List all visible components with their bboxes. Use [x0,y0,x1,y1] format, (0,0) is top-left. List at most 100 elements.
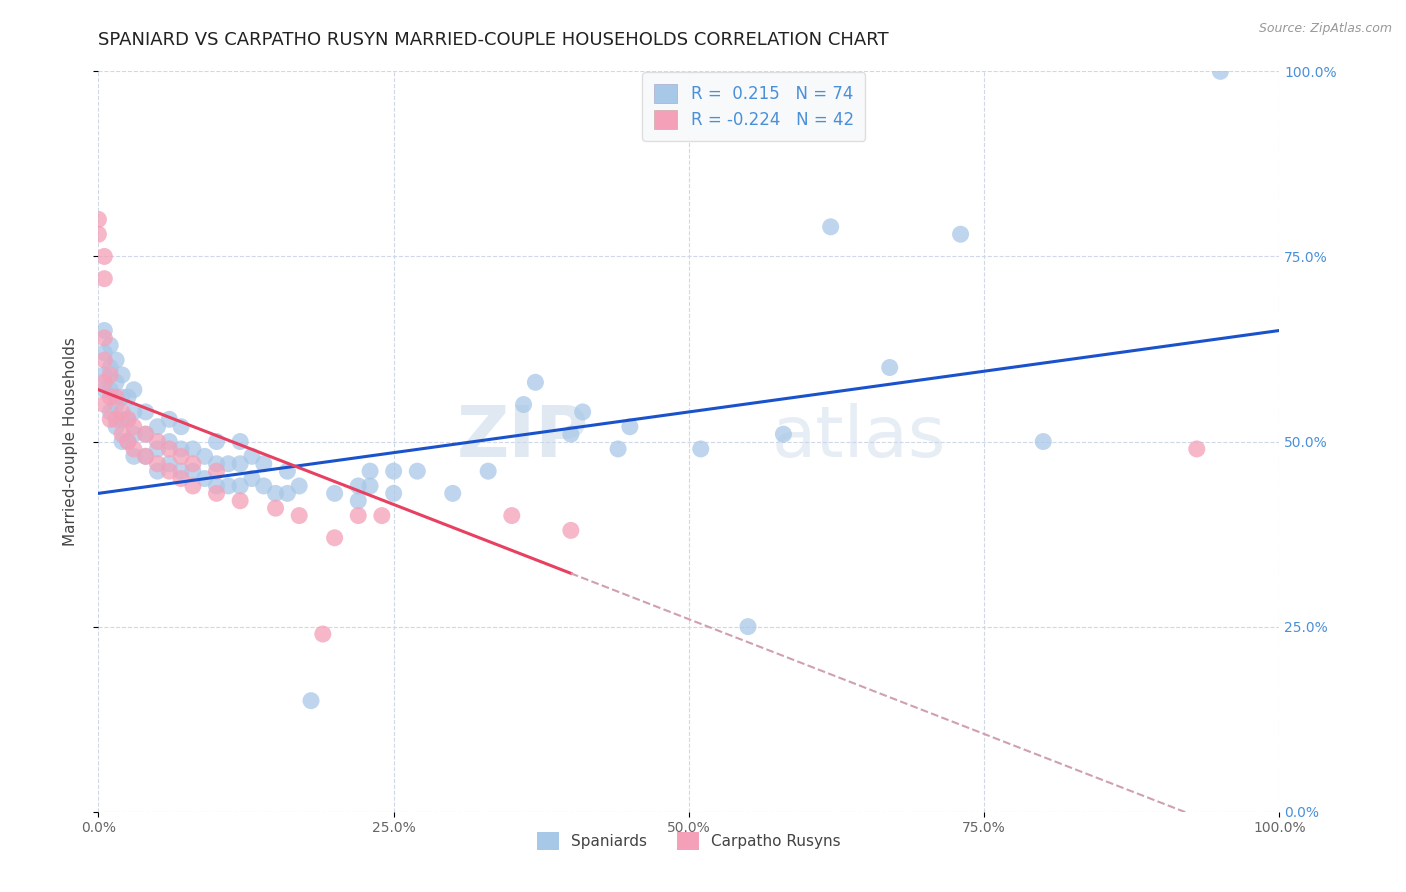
Point [205,486,228,500]
Point [111,368,134,382]
Point [93,271,115,285]
Point [157,464,180,478]
Point [371,508,394,523]
Point [93,250,115,264]
Point [607,442,630,456]
Point [181,479,204,493]
Point [111,390,134,404]
Point [240,471,263,485]
Point [111,434,134,449]
Point [98,360,121,375]
Text: atlas: atlas [772,403,946,473]
Point [157,442,180,456]
Point [323,486,346,500]
Point [93,345,115,359]
Point [382,486,405,500]
Point [170,442,193,456]
Point [181,457,204,471]
Point [93,376,115,390]
Point [512,398,534,412]
Point [98,412,121,426]
Point [240,450,263,464]
Point [820,219,842,234]
Point [772,427,794,442]
Point [571,405,593,419]
Point [1185,442,1208,456]
Point [170,419,193,434]
Point [205,434,228,449]
Point [194,471,217,485]
Point [93,324,115,338]
Point [205,479,228,493]
Point [382,464,405,478]
Point [170,471,193,485]
Point [276,464,298,478]
Text: ZIP: ZIP [457,403,589,473]
Point [323,531,346,545]
Point [1209,64,1232,78]
Point [229,479,252,493]
Point [111,412,134,426]
Point [111,427,134,442]
Point [122,450,145,464]
Point [347,508,370,523]
Point [135,450,157,464]
Point [146,434,169,449]
Point [205,457,228,471]
Point [229,434,252,449]
Point [312,627,335,641]
Point [105,376,128,390]
Point [477,464,499,478]
Point [501,508,523,523]
Y-axis label: Married-couple Households: Married-couple Households [63,337,77,546]
Point [406,464,429,478]
Point [347,479,370,493]
Legend: Spaniards, Carpatho Rusyns: Spaniards, Carpatho Rusyns [531,826,846,856]
Point [276,486,298,500]
Point [264,486,287,500]
Point [181,464,204,478]
Point [93,398,115,412]
Point [105,412,128,426]
Point [1032,434,1054,449]
Point [135,405,157,419]
Point [87,227,110,242]
Point [146,442,169,456]
Point [135,450,157,464]
Point [217,479,239,493]
Point [93,331,115,345]
Point [93,368,115,382]
Point [87,212,110,227]
Point [229,493,252,508]
Point [117,434,139,449]
Point [194,450,217,464]
Point [181,442,204,456]
Point [117,412,139,426]
Point [117,390,139,404]
Point [217,457,239,471]
Point [879,360,901,375]
Point [359,464,381,478]
Point [157,457,180,471]
Point [122,442,145,456]
Point [288,479,311,493]
Point [170,464,193,478]
Point [122,383,145,397]
Point [359,479,381,493]
Point [105,390,128,404]
Point [560,427,582,442]
Point [157,434,180,449]
Point [347,493,370,508]
Point [122,419,145,434]
Point [122,405,145,419]
Point [93,383,115,397]
Point [122,427,145,442]
Text: Source: ZipAtlas.com: Source: ZipAtlas.com [1258,22,1392,36]
Point [98,390,121,404]
Point [157,412,180,426]
Point [253,457,276,471]
Point [689,442,711,456]
Point [111,405,134,419]
Point [98,405,121,419]
Point [441,486,464,500]
